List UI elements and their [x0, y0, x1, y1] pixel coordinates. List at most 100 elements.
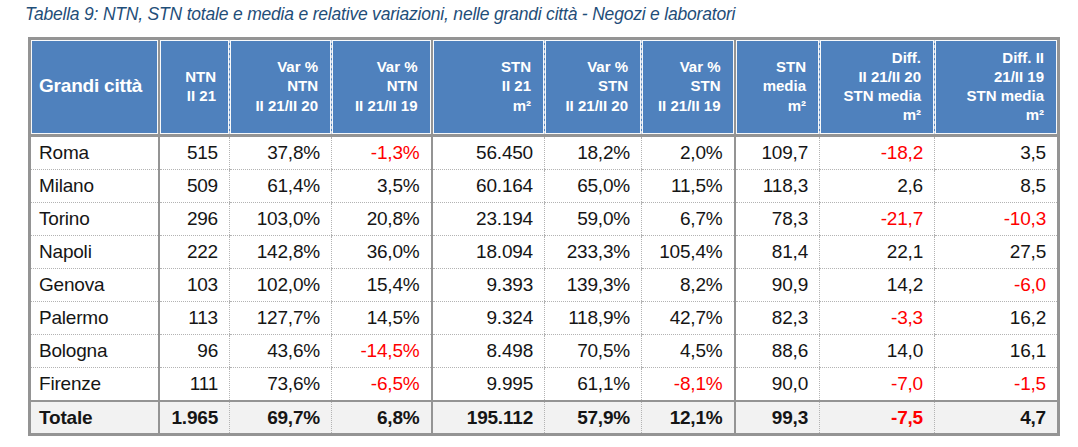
table-cell: -3,3	[820, 302, 935, 335]
table-cell: 15,4%	[332, 269, 432, 302]
table-cell: 4,7	[935, 401, 1059, 435]
table-cell: 139,3%	[545, 269, 642, 302]
table-cell: 111	[159, 368, 230, 402]
table-cell: 103	[159, 269, 230, 302]
table-cell: 18.094	[432, 236, 545, 269]
table-cell: 60.164	[432, 170, 545, 203]
table-row: Bologna9643,6%-14,5%8.49870,5%4,5%88,614…	[30, 335, 1059, 368]
table-cell: 69,7%	[230, 401, 332, 435]
column-header-ntn-ii-21: NTN II 21	[159, 39, 230, 136]
table-cell: 14,2	[820, 269, 935, 302]
table-cell: 90,0	[735, 368, 820, 402]
table-cell: 195.112	[432, 401, 545, 435]
table-cell: -7,0	[820, 368, 935, 402]
table-cell: 296	[159, 203, 230, 236]
column-header-diff-ii21-ii20-stn-media: Diff. II 21/II 20 STN media m²	[820, 39, 935, 136]
table-cell: 59,0%	[545, 203, 642, 236]
table-cell: 1.965	[159, 401, 230, 435]
table-row: Firenze11173,6%-6,5%9.99561,1%-8,1%90,0-…	[30, 368, 1059, 402]
table-cell: 78,3	[735, 203, 820, 236]
table-cell: 6,7%	[642, 203, 735, 236]
table-cell: -14,5%	[332, 335, 432, 368]
table-cell: 88,6	[735, 335, 820, 368]
city-name: Napoli	[30, 236, 159, 269]
city-name: Milano	[30, 170, 159, 203]
table-cell: 42,7%	[642, 302, 735, 335]
table-cell: 118,9%	[545, 302, 642, 335]
table-cell: 16,1	[935, 335, 1059, 368]
table-cell: 96	[159, 335, 230, 368]
table-cell: 11,5%	[642, 170, 735, 203]
table-cell: 43,6%	[230, 335, 332, 368]
table-cell: 56.450	[432, 136, 545, 170]
table-cell: 90,9	[735, 269, 820, 302]
table-cell: 36,0%	[332, 236, 432, 269]
table-cell: -10,3	[935, 203, 1059, 236]
table-cell: -6,5%	[332, 368, 432, 402]
table-cell: 61,1%	[545, 368, 642, 402]
table-cell: 118,3	[735, 170, 820, 203]
table-row: Napoli222142,8%36,0%18.094233,3%105,4%81…	[30, 236, 1059, 269]
table-cell: 4,5%	[642, 335, 735, 368]
column-header-var-ntn-ii21-ii20: Var % NTN II 21/II 20	[230, 39, 332, 136]
table-cell: 2,0%	[642, 136, 735, 170]
header-row: Grandi cittàNTN II 21Var % NTN II 21/II …	[30, 39, 1059, 136]
table-cell: 16,2	[935, 302, 1059, 335]
table-cell: 2,6	[820, 170, 935, 203]
table-row: Roma51537,8%-1,3%56.45018,2%2,0%109,7-18…	[30, 136, 1059, 170]
table-cell: 105,4%	[642, 236, 735, 269]
statistics-table: Grandi cittàNTN II 21Var % NTN II 21/II …	[28, 37, 1060, 436]
table-cell: 61,4%	[230, 170, 332, 203]
table-cell: 14,5%	[332, 302, 432, 335]
table-row: Torino296103,0%20,8%23.19459,0%6,7%78,3-…	[30, 203, 1059, 236]
table-cell: 9.995	[432, 368, 545, 402]
table-cell: -6,0	[935, 269, 1059, 302]
table-cell: 8,5	[935, 170, 1059, 203]
table-cell: 102,0%	[230, 269, 332, 302]
table-row: Genova103102,0%15,4%9.393139,3%8,2%90,91…	[30, 269, 1059, 302]
column-header-var-stn-ii21-ii19: Var % STN II 21/II 19	[642, 39, 735, 136]
document-page: Tabella 9: NTN, STN totale e media e rel…	[0, 0, 1078, 447]
table-cell: 82,3	[735, 302, 820, 335]
city-name: Torino	[30, 203, 159, 236]
table-cell: 14,0	[820, 335, 935, 368]
table-cell: 9.324	[432, 302, 545, 335]
column-header-diff-ii21-ii19-stn-media: Diff. II 21/II 19 STN media m²	[935, 39, 1059, 136]
table-cell: 509	[159, 170, 230, 203]
table-cell: -7,5	[820, 401, 935, 435]
table-cell: 109,7	[735, 136, 820, 170]
table-cell: 65,0%	[545, 170, 642, 203]
city-name: Genova	[30, 269, 159, 302]
table-cell: 6,8%	[332, 401, 432, 435]
column-header-grandi-citta: Grandi città	[30, 39, 159, 136]
table-cell: -1,5	[935, 368, 1059, 402]
city-name: Firenze	[30, 368, 159, 402]
city-name: Roma	[30, 136, 159, 170]
table-cell: 37,8%	[230, 136, 332, 170]
table-cell: 27,5	[935, 236, 1059, 269]
table-cell: 18,2%	[545, 136, 642, 170]
table-cell: 233,3%	[545, 236, 642, 269]
column-header-var-ntn-ii21-ii19: Var % NTN II 21/II 19	[332, 39, 432, 136]
table-cell: 57,9%	[545, 401, 642, 435]
table-cell: -21,7	[820, 203, 935, 236]
table-cell: 22,1	[820, 236, 935, 269]
table-caption: Tabella 9: NTN, STN totale e media e rel…	[25, 4, 735, 25]
table-cell: 12,1%	[642, 401, 735, 435]
table-cell: 222	[159, 236, 230, 269]
table-cell: 70,5%	[545, 335, 642, 368]
table-cell: 103,0%	[230, 203, 332, 236]
table-cell: 3,5	[935, 136, 1059, 170]
table-row: Milano50961,4%3,5%60.16465,0%11,5%118,32…	[30, 170, 1059, 203]
table-cell: 9.393	[432, 269, 545, 302]
city-name: Bologna	[30, 335, 159, 368]
column-header-stn-ii-21-m2: STN II 21 m²	[432, 39, 545, 136]
table-row: Palermo113127,7%14,5%9.324118,9%42,7%82,…	[30, 302, 1059, 335]
city-name: Palermo	[30, 302, 159, 335]
table-cell: -8,1%	[642, 368, 735, 402]
table-cell: 81,4	[735, 236, 820, 269]
column-header-stn-media-m2: STN media m²	[735, 39, 820, 136]
table-cell: 73,6%	[230, 368, 332, 402]
table-cell: 113	[159, 302, 230, 335]
table-cell: -18,2	[820, 136, 935, 170]
